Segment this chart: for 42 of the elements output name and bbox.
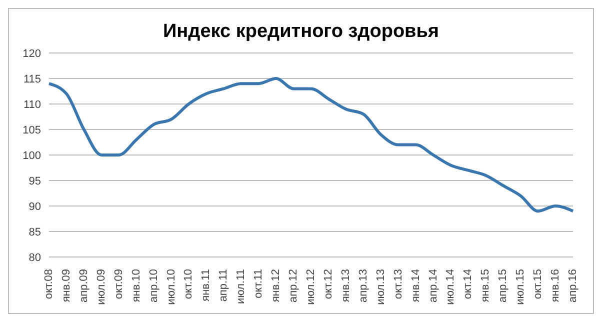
x-tick-label: окт.12 — [322, 269, 334, 300]
x-tick-label: июл.14 — [444, 269, 457, 305]
x-tick-label: апр.09 — [78, 269, 90, 302]
x-tick-label: июл.09 — [95, 269, 108, 305]
x-tick-label: янв.10 — [130, 269, 142, 302]
x-tick-label: янв.09 — [60, 269, 72, 302]
y-tick-label: 95 — [28, 175, 41, 188]
y-tick-label: 110 — [23, 98, 41, 111]
x-tick-label: апр.10 — [148, 269, 160, 302]
x-tick-label: янв.14 — [410, 269, 422, 302]
y-tick-label: 120 — [22, 48, 41, 60]
x-tick-label: окт.09 — [112, 269, 125, 300]
y-tick-label: 115 — [23, 73, 41, 86]
x-tick-label: июл.12 — [305, 269, 317, 305]
y-tick-label: 105 — [22, 124, 41, 136]
x-tick-label: янв.12 — [270, 269, 282, 302]
x-tick-label: окт.10 — [182, 269, 195, 300]
line-series — [48, 77, 574, 213]
x-tick-label: окт.13 — [392, 269, 404, 300]
x-tick-label: янв.15 — [480, 269, 492, 302]
x-tick-label: апр.14 — [427, 269, 440, 302]
y-tick-label: 85 — [28, 226, 41, 238]
chart-title: Индекс кредитного здоровья — [162, 21, 440, 44]
x-tick-label: июл.13 — [374, 269, 387, 305]
x-tick-label: окт.11 — [252, 269, 265, 298]
x-tick-label: окт.08 — [43, 269, 55, 300]
x-tick-label: апр.12 — [288, 269, 300, 302]
x-tick-label: апр.13 — [357, 269, 370, 302]
y-tick-label: 90 — [28, 200, 41, 213]
x-tick-label: янв.11 — [200, 269, 212, 302]
x-tick-label: апр.16 — [567, 269, 579, 302]
x-tick-label: янв.13 — [340, 269, 352, 302]
y-tick-label: 80 — [28, 252, 41, 264]
x-tick-label: июл.11 — [235, 269, 248, 304]
x-tick-label: июл.10 — [165, 269, 178, 305]
x-tick-label: июл.15 — [514, 269, 527, 305]
x-tick-label: янв.16 — [550, 269, 562, 302]
x-tick-label: окт.14 — [462, 269, 474, 300]
x-tick-label: апр.15 — [497, 269, 510, 302]
y-tick-label: 100 — [22, 150, 41, 162]
x-tick-label: апр.11 — [218, 269, 230, 302]
x-tick-label: окт.15 — [532, 269, 544, 300]
